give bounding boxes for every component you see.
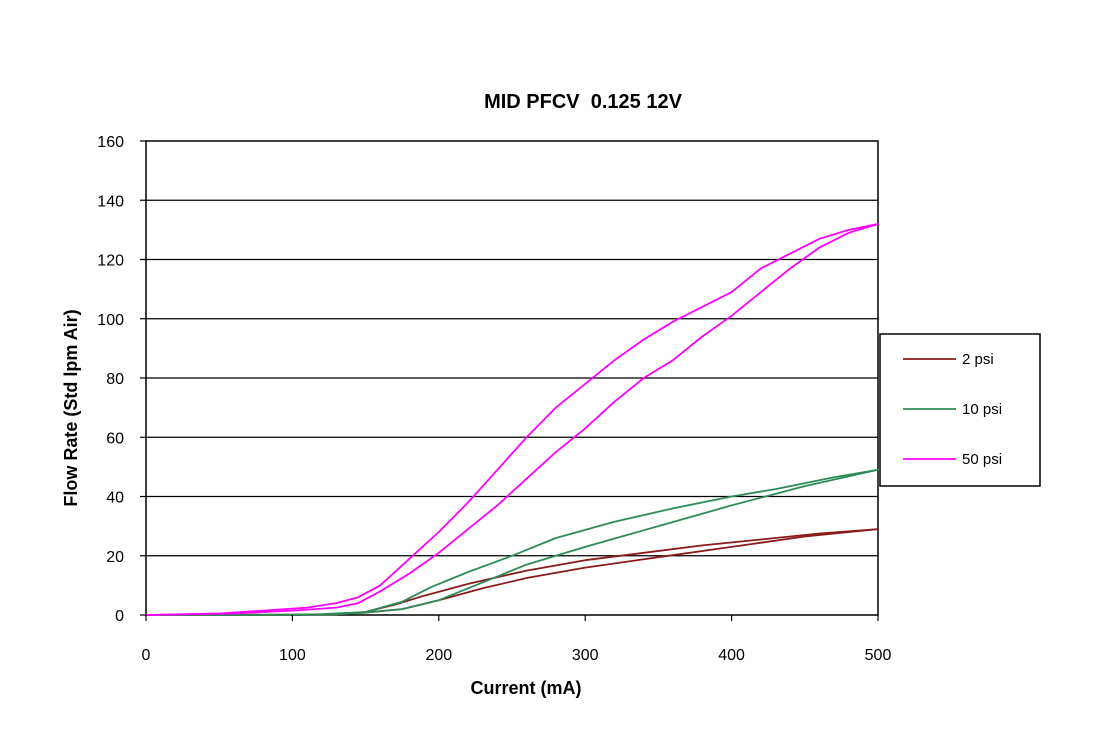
- legend-box: [879, 333, 1041, 487]
- y-tick-label: 160: [97, 134, 124, 151]
- legend: 2 psi 10 psi 50 psi: [879, 333, 1041, 487]
- series-line-10-psi-up: [145, 468, 879, 616]
- x-tick-label: 500: [865, 647, 892, 664]
- y-tick-label: 40: [106, 490, 124, 507]
- y-tick-label: 120: [97, 253, 124, 270]
- series-line-10-psi-down: [145, 468, 879, 616]
- x-tick-label: 100: [279, 647, 306, 664]
- legend-label-10-psi: 10 psi: [962, 401, 1002, 418]
- legend-label-2-psi: 2 psi: [962, 351, 994, 368]
- x-tick-label: 200: [425, 647, 452, 664]
- x-axis-label: Current (mA): [471, 678, 582, 698]
- series-group: [145, 223, 879, 616]
- x-tick-label: 300: [572, 647, 599, 664]
- series-line-50-psi-up: [145, 223, 879, 616]
- x-tick-label: 400: [718, 647, 745, 664]
- y-tick-label: 0: [115, 608, 124, 625]
- y-tick-label: 20: [106, 549, 124, 566]
- y-tick-label: 100: [97, 312, 124, 329]
- x-tick-label: 0: [142, 647, 151, 664]
- y-tick-label: 140: [97, 193, 124, 210]
- gridlines: [146, 199, 878, 557]
- chart-title: MID PFCV 0.125 12V: [484, 91, 683, 113]
- series-line-50-psi-down: [145, 223, 879, 616]
- y-axis-label: Flow Rate (Std lpm Air): [61, 309, 81, 506]
- axis-ticks: 0 20 40 60 80 100 120 140 160 0 100 200 300 400 500: [97, 134, 891, 664]
- legend-label-50-psi: 50 psi: [962, 451, 1002, 468]
- y-tick-label: 80: [106, 371, 124, 388]
- y-tick-label: 60: [106, 430, 124, 447]
